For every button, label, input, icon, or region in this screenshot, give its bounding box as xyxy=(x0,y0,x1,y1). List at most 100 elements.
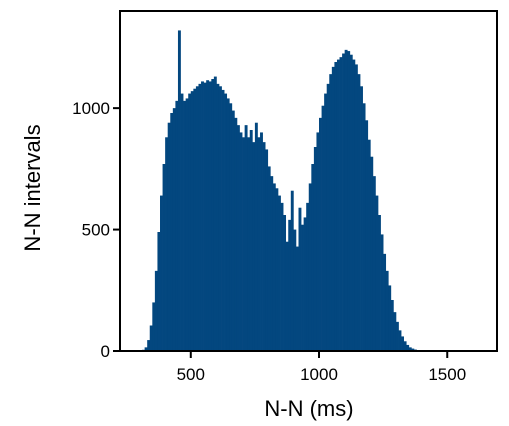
histogram-bar xyxy=(218,86,222,351)
histogram-bar xyxy=(183,100,186,351)
histogram-bar xyxy=(226,98,230,352)
histogram-bar xyxy=(334,62,338,351)
histogram-bar xyxy=(301,224,304,351)
histogram-bar xyxy=(357,74,361,351)
histogram-bar xyxy=(231,110,235,351)
histogram-bar xyxy=(277,195,281,351)
histogram-bar xyxy=(290,190,294,351)
histogram-bar xyxy=(260,132,263,351)
histogram-bar xyxy=(267,166,271,351)
histogram-bar xyxy=(257,137,261,351)
histogram-bar xyxy=(157,232,161,351)
histogram-bar xyxy=(162,164,166,351)
histogram-bar xyxy=(193,88,197,352)
y-tick-label: 0 xyxy=(101,342,110,361)
histogram-bar xyxy=(149,325,153,351)
histogram-bar xyxy=(403,341,407,351)
histogram-bar xyxy=(239,132,243,351)
histogram-bar xyxy=(339,57,343,351)
histogram-bar xyxy=(311,164,315,351)
histogram-bar xyxy=(308,183,312,351)
histogram-bar xyxy=(295,246,299,351)
histogram-bar xyxy=(221,89,225,352)
histogram-bar xyxy=(362,103,366,351)
x-axis-label: N-N (ms) xyxy=(264,396,353,421)
y-axis-label: N-N intervals xyxy=(20,124,45,251)
histogram-bar xyxy=(152,302,156,351)
axis-ticks: 500 1000 1500 0 500 1000 xyxy=(72,99,466,384)
histogram-bar xyxy=(275,188,279,351)
histogram-bar xyxy=(293,229,297,351)
histogram-bar xyxy=(288,219,292,351)
histogram-bar xyxy=(313,147,317,351)
histogram-bar xyxy=(324,93,328,351)
histogram-bar xyxy=(406,344,410,351)
histogram-bar xyxy=(342,53,346,351)
histogram-bar xyxy=(201,81,204,352)
histogram-bar xyxy=(208,81,212,352)
y-tick-label: 500 xyxy=(82,221,110,240)
histogram-bar xyxy=(154,270,158,351)
histogram-bar xyxy=(262,142,266,351)
histogram-bar xyxy=(203,82,207,351)
histogram-bar xyxy=(190,91,194,351)
histogram-bar xyxy=(247,137,251,351)
histogram-bar xyxy=(365,120,369,351)
histogram-bar xyxy=(411,348,415,351)
histogram-bar xyxy=(272,183,276,351)
histogram-bar xyxy=(372,176,376,351)
histogram-bar xyxy=(354,64,358,352)
histogram-bar xyxy=(229,103,233,351)
histogram-bar xyxy=(249,130,253,351)
histogram-bar xyxy=(144,347,148,351)
histogram-bar xyxy=(195,86,199,351)
histogram-bar xyxy=(378,215,381,351)
histogram-bar xyxy=(216,83,220,352)
y-tick-label: 1000 xyxy=(72,99,110,118)
histogram-bar xyxy=(177,30,181,352)
plot-frame xyxy=(119,10,498,352)
histogram-bar xyxy=(252,142,256,351)
histogram-bar xyxy=(344,49,348,352)
histogram-bar xyxy=(370,156,374,351)
histogram-bar xyxy=(172,108,176,351)
histogram-bar xyxy=(175,100,179,351)
histogram-bar xyxy=(224,93,228,351)
histogram-bar xyxy=(280,202,284,351)
x-tick-label: 1500 xyxy=(428,365,466,384)
histogram-bar xyxy=(170,113,174,351)
histogram-bar xyxy=(398,330,402,351)
histogram-bar xyxy=(198,83,202,352)
histogram-bar xyxy=(306,202,310,351)
histogram-bar xyxy=(180,93,184,351)
histogram-bar xyxy=(401,336,404,351)
histogram-bar xyxy=(283,215,287,351)
histogram-bar xyxy=(383,253,387,351)
histogram-bar xyxy=(285,241,289,351)
histogram-bar xyxy=(188,93,192,351)
histogram-bar xyxy=(336,59,340,351)
histogram-bar xyxy=(393,312,397,351)
histogram-bar xyxy=(352,59,356,351)
histogram-bar xyxy=(244,125,248,351)
x-tick-label: 500 xyxy=(177,365,205,384)
histogram-bar xyxy=(395,321,399,351)
histogram-bar xyxy=(319,117,322,351)
histogram-bar xyxy=(380,234,384,351)
histogram-bar xyxy=(185,98,189,352)
histogram-bar xyxy=(321,105,325,352)
histogram-bar xyxy=(367,139,371,351)
histogram-bar xyxy=(298,207,302,351)
histogram-bar xyxy=(388,285,392,351)
histogram-bar xyxy=(331,66,335,352)
histogram-bar xyxy=(165,137,169,351)
histogram-bar xyxy=(206,80,210,352)
histogram-bar xyxy=(326,83,330,352)
histogram-bar xyxy=(236,125,240,351)
histogram-bar xyxy=(160,195,163,351)
histogram-bar xyxy=(375,195,379,351)
histogram-bar xyxy=(254,122,258,352)
histogram-bar xyxy=(265,149,269,351)
histogram-bars xyxy=(139,30,487,352)
